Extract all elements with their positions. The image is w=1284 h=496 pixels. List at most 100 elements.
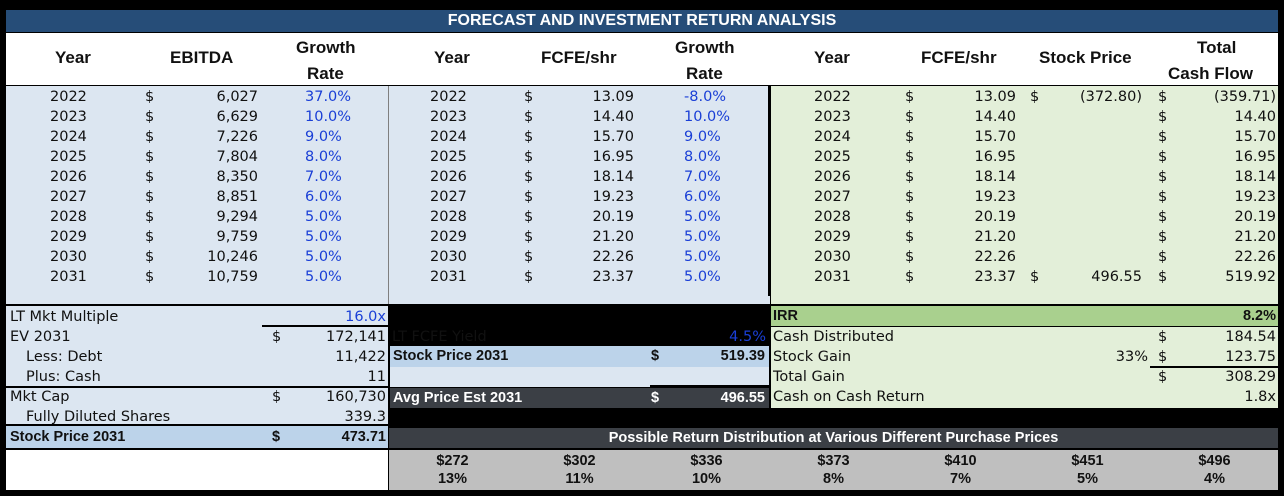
cash-fcfe-cell: 18.14 (974, 169, 1016, 185)
mktcap-currency: $ (272, 389, 282, 405)
cash-total-cell: 15.70 (1234, 129, 1276, 145)
ebitda-value-cell: 7,226 (216, 129, 258, 145)
fcfe-yield-value: 4.5% (729, 329, 766, 345)
fcfe-year-cell: 2026 (430, 169, 467, 185)
ebitda-year-cell: 2031 (50, 269, 87, 285)
cash-label: Plus: Cash (26, 369, 101, 385)
total-gain-value: 308.29 (1225, 369, 1276, 385)
cash-total-cell: (359.71) (1213, 89, 1276, 105)
lt-mkt-multiple-value: 16.0x (345, 309, 386, 325)
cash-flow-panel (771, 86, 1278, 304)
cash-year-cell: 2025 (814, 149, 851, 165)
fcfe-currency-cell: $ (524, 269, 534, 285)
ev-value: 172,141 (326, 329, 386, 345)
cash-total-currency-cell: $ (1158, 169, 1168, 185)
title-bar: FORECAST AND INVESTMENT RETURN ANALYSIS (6, 10, 1278, 32)
distribution-price-cell: $496 (1198, 453, 1231, 469)
cash-flow-header: Cash Flow (1168, 64, 1254, 83)
fcfe-growth-header: Growth (675, 38, 735, 57)
ebitda-currency-cell: $ (145, 209, 155, 225)
fcfe-currency-cell: $ (524, 169, 534, 185)
fcfe-year-cell: 2022 (430, 89, 467, 105)
fcfe-growth-cell: 5.0% (684, 269, 721, 285)
cash-total-currency-cell: $ (1158, 249, 1168, 265)
cash-price-cell: (372.80) (1079, 89, 1142, 105)
debt-label: Less: Debt (26, 349, 103, 365)
ebitda-value-cell: 9,759 (216, 229, 258, 245)
cash-total-cell: 22.26 (1234, 249, 1276, 265)
cash-price-cell: 496.55 (1091, 269, 1142, 285)
cash-distributed-label: Cash Distributed (773, 329, 894, 345)
fcfe-growth-cell: 10.0% (684, 109, 731, 125)
ebitda-year-cell: 2027 (50, 189, 87, 205)
fcfe-value-cell: 20.19 (592, 209, 634, 225)
fcfe-growth-cell: 6.0% (684, 189, 721, 205)
fcfe-currency-cell: $ (524, 249, 534, 265)
fcfe-currency-cell: $ (524, 229, 534, 245)
ebitda-value-cell: 8,851 (216, 189, 258, 205)
fcfe-currency-cell: $ (524, 89, 534, 105)
cash-year-cell: 2022 (814, 89, 851, 105)
cash-fcfe-cell: 14.40 (974, 109, 1016, 125)
cash-fcfe-header: FCFE/shr (921, 48, 997, 67)
ebitda-stock-price-label: Stock Price 2031 (10, 429, 126, 445)
total-gain-label: Total Gain (773, 369, 845, 385)
cash-year-cell: 2024 (814, 129, 851, 145)
ebitda-value-cell: 10,759 (207, 269, 258, 285)
mktcap-label: Mkt Cap (10, 389, 70, 405)
cash-value: 11 (367, 369, 386, 385)
cash-total-currency-cell: $ (1158, 149, 1168, 165)
debt-value: 11,422 (335, 349, 386, 365)
ebitda-growth-cell: 5.0% (305, 229, 342, 245)
stock-gain-pct: 33% (1115, 349, 1148, 365)
ebitda-rate-header: Rate (307, 64, 344, 83)
cash-fcfe-cell: 16.95 (974, 149, 1016, 165)
distribution-price-cell: $373 (817, 453, 850, 469)
distribution-price-cell: $410 (944, 453, 977, 469)
avg-price-currency: $ (651, 390, 660, 406)
ebitda-value-cell: 6,629 (216, 109, 258, 125)
cash-total-currency-cell: $ (1158, 269, 1168, 285)
total-gain-currency: $ (1158, 369, 1168, 385)
ebitda-stock-price-currency: $ (272, 429, 281, 445)
fcfe-year-cell: 2024 (430, 129, 467, 145)
cash-currency-cell: $ (905, 189, 915, 205)
cash-year-cell: 2029 (814, 229, 851, 245)
cash-total-currency-cell: $ (1158, 129, 1168, 145)
ebitda-header: EBITDA (170, 48, 234, 67)
cash-total-cell: 19.23 (1234, 189, 1276, 205)
shares-label: Fully Diluted Shares (26, 409, 171, 425)
cash-currency-cell: $ (905, 149, 915, 165)
distribution-return-cell: 7% (950, 471, 971, 487)
ebitda-value-cell: 7,804 (216, 149, 258, 165)
stock-gain-label: Stock Gain (773, 349, 852, 365)
cash-year-cell: 2031 (814, 269, 851, 285)
page-title: FORECAST AND INVESTMENT RETURN ANALYSIS (447, 12, 837, 29)
ebitda-value-cell: 8,350 (216, 169, 258, 185)
cash-fcfe-cell: 22.26 (974, 249, 1016, 265)
cash-fcfe-cell: 13.09 (974, 89, 1016, 105)
cash-year-cell: 2027 (814, 189, 851, 205)
fcfe-value-cell: 13.09 (592, 89, 634, 105)
fcfe-year-cell: 2027 (430, 189, 467, 205)
fcfe-year-cell: 2028 (430, 209, 467, 225)
total-header: Total (1197, 38, 1237, 57)
fcfe-yield-label: LT FCFE Yield (392, 329, 487, 345)
fcfe-stock-price-value: 519.39 (720, 348, 765, 364)
ebitda-currency-cell: $ (145, 129, 155, 145)
fcfe-value-cell: 14.40 (592, 109, 634, 125)
avg-price-label: Avg Price Est 2031 (393, 390, 523, 406)
distribution-price-cell: $451 (1071, 453, 1104, 469)
fcfe-currency-cell: $ (524, 149, 534, 165)
cash-total-currency-cell: $ (1158, 89, 1168, 105)
distribution-title: Possible Return Distribution at Various … (608, 430, 1059, 446)
ebitda-value-cell: 10,246 (207, 249, 258, 265)
lt-mkt-multiple-label: LT Mkt Multiple (10, 309, 119, 325)
cash-total-cell: 14.40 (1234, 109, 1276, 125)
ebitda-growth-cell: 8.0% (305, 149, 342, 165)
ebitda-value-cell: 6,027 (216, 89, 258, 105)
cash-fcfe-cell: 15.70 (974, 129, 1016, 145)
ebitda-stock-price-value: 473.71 (341, 429, 386, 445)
cash-currency-cell: $ (905, 89, 915, 105)
fcfe-value-cell: 16.95 (592, 149, 634, 165)
